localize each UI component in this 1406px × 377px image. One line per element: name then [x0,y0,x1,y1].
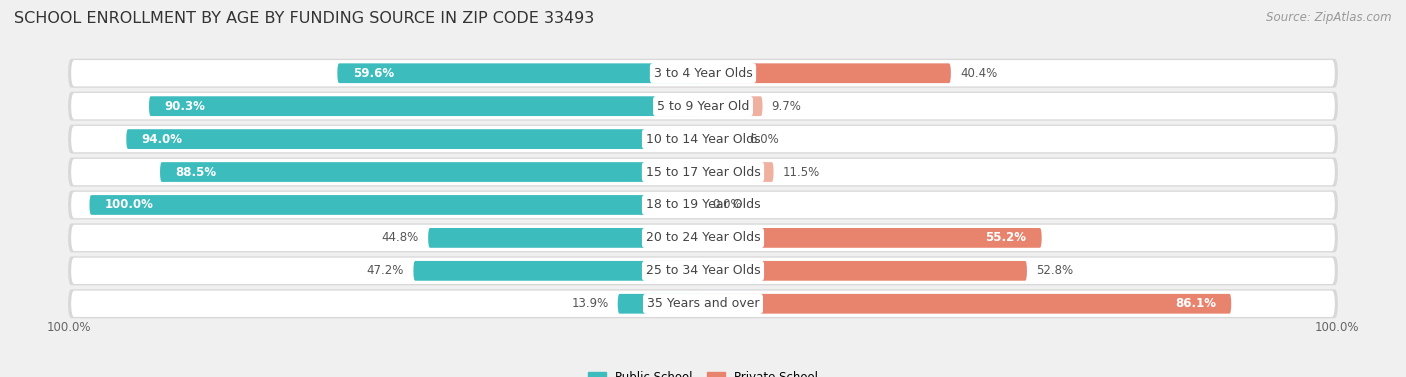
Text: 9.7%: 9.7% [772,100,801,113]
FancyBboxPatch shape [72,93,1334,120]
Text: SCHOOL ENROLLMENT BY AGE BY FUNDING SOURCE IN ZIP CODE 33493: SCHOOL ENROLLMENT BY AGE BY FUNDING SOUR… [14,11,595,26]
FancyBboxPatch shape [72,60,1334,86]
FancyBboxPatch shape [703,129,740,149]
FancyBboxPatch shape [337,63,703,83]
Text: 47.2%: 47.2% [367,264,404,277]
Text: 100.0%: 100.0% [105,198,153,211]
Text: 90.3%: 90.3% [165,100,205,113]
Text: 40.4%: 40.4% [960,67,997,80]
FancyBboxPatch shape [703,96,762,116]
Text: 25 to 34 Year Olds: 25 to 34 Year Olds [645,264,761,277]
Text: Source: ZipAtlas.com: Source: ZipAtlas.com [1267,11,1392,24]
FancyBboxPatch shape [429,228,703,248]
FancyBboxPatch shape [72,291,1334,317]
FancyBboxPatch shape [72,257,1334,284]
Text: 88.5%: 88.5% [176,166,217,179]
FancyBboxPatch shape [67,224,1339,252]
FancyBboxPatch shape [149,96,703,116]
FancyBboxPatch shape [72,225,1334,251]
Text: 0.0%: 0.0% [713,198,742,211]
FancyBboxPatch shape [67,190,1339,219]
FancyBboxPatch shape [413,261,703,281]
Text: 20 to 24 Year Olds: 20 to 24 Year Olds [645,231,761,244]
Text: 10 to 14 Year Olds: 10 to 14 Year Olds [645,133,761,146]
Text: 52.8%: 52.8% [1036,264,1073,277]
Text: 13.9%: 13.9% [571,297,609,310]
FancyBboxPatch shape [703,228,1042,248]
Text: 59.6%: 59.6% [353,67,394,80]
FancyBboxPatch shape [703,261,1026,281]
FancyBboxPatch shape [127,129,703,149]
FancyBboxPatch shape [90,195,703,215]
FancyBboxPatch shape [67,289,1339,318]
FancyBboxPatch shape [160,162,703,182]
Text: 35 Years and over: 35 Years and over [647,297,759,310]
Text: 3 to 4 Year Olds: 3 to 4 Year Olds [654,67,752,80]
Text: 100.0%: 100.0% [1315,321,1360,334]
FancyBboxPatch shape [703,63,950,83]
Text: 6.0%: 6.0% [749,133,779,146]
FancyBboxPatch shape [703,162,773,182]
FancyBboxPatch shape [67,92,1339,121]
Text: 5 to 9 Year Old: 5 to 9 Year Old [657,100,749,113]
FancyBboxPatch shape [72,126,1334,152]
Text: 86.1%: 86.1% [1175,297,1216,310]
FancyBboxPatch shape [67,158,1339,187]
FancyBboxPatch shape [703,294,1232,314]
Legend: Public School, Private School: Public School, Private School [583,366,823,377]
FancyBboxPatch shape [72,192,1334,218]
Text: 18 to 19 Year Olds: 18 to 19 Year Olds [645,198,761,211]
FancyBboxPatch shape [67,125,1339,153]
FancyBboxPatch shape [617,294,703,314]
FancyBboxPatch shape [67,59,1339,88]
Text: 15 to 17 Year Olds: 15 to 17 Year Olds [645,166,761,179]
Text: 55.2%: 55.2% [986,231,1026,244]
Text: 94.0%: 94.0% [142,133,183,146]
FancyBboxPatch shape [67,256,1339,285]
FancyBboxPatch shape [72,159,1334,185]
Text: 44.8%: 44.8% [381,231,419,244]
Text: 11.5%: 11.5% [783,166,820,179]
Text: 100.0%: 100.0% [46,321,91,334]
